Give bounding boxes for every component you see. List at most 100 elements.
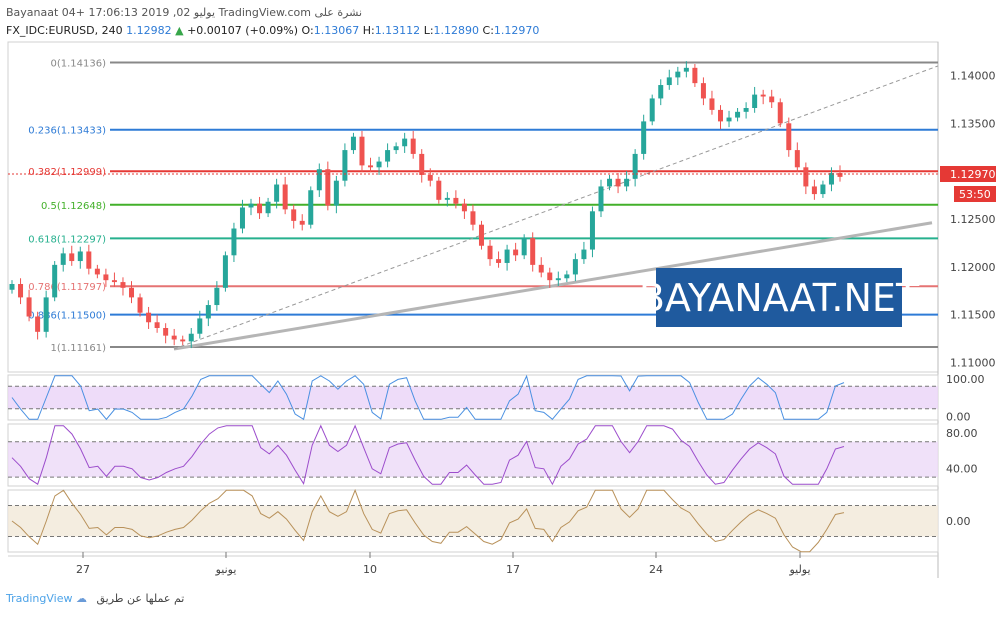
candle-body xyxy=(163,328,169,336)
candle-body xyxy=(171,335,177,340)
candle-body xyxy=(9,284,15,290)
candle-body xyxy=(43,297,49,332)
candle-body xyxy=(461,203,467,212)
candle-body xyxy=(504,249,510,263)
candle-body xyxy=(239,207,245,229)
candle-body xyxy=(188,333,194,342)
price-tick-label: 1.12500 xyxy=(950,213,996,226)
fib-level-label: 0.5(1.12648) xyxy=(41,201,106,212)
low-value: 1.12890 xyxy=(433,24,480,37)
candle-body xyxy=(257,203,263,214)
candle-body xyxy=(555,278,561,281)
candle-body xyxy=(18,284,24,298)
countdown-tag xyxy=(954,186,996,202)
candle-body xyxy=(760,94,766,97)
candle-body xyxy=(393,146,399,151)
ohlc-bar: FX_IDC:EURUSD, 240 1.12982 ▲ +0.00107 (+… xyxy=(6,24,539,37)
candle-body xyxy=(521,238,527,256)
symbol-label: FX_IDC:EURUSD, 240 xyxy=(6,24,123,37)
candle-body xyxy=(538,264,544,273)
stoch-series-line xyxy=(11,374,845,421)
candle-body xyxy=(675,71,681,78)
candle-body xyxy=(752,94,758,108)
up-arrow-icon: ▲ xyxy=(175,24,184,37)
candle-body xyxy=(129,287,135,298)
candle-body xyxy=(146,312,152,323)
price-tick-label: 1.11000 xyxy=(950,356,996,369)
candle-body xyxy=(496,259,502,263)
candle-body xyxy=(692,67,698,84)
candle-body xyxy=(700,83,706,99)
candle-body xyxy=(103,274,109,281)
candle-body xyxy=(197,318,203,334)
close-value: 1.12970 xyxy=(493,24,540,37)
candles xyxy=(9,61,843,349)
stoch-band-fill xyxy=(8,386,938,409)
candle-body xyxy=(299,220,305,225)
channel-line xyxy=(173,65,939,350)
rsi-series-line xyxy=(11,424,845,486)
candle-body xyxy=(359,136,365,166)
high-value: 1.13112 xyxy=(374,24,421,37)
candle-body xyxy=(649,98,655,122)
candle-body xyxy=(564,274,570,279)
candle-body xyxy=(342,150,348,181)
candle-body xyxy=(666,77,672,86)
candle-body xyxy=(308,190,314,225)
stoch-tick-label: 100.00 xyxy=(946,373,985,386)
candle-body xyxy=(658,85,664,99)
candle-body xyxy=(350,136,356,151)
watermark-logo: BAYANAAT.NET xyxy=(639,268,920,327)
candle-body xyxy=(419,153,425,175)
candle-body xyxy=(154,322,160,328)
candle-body xyxy=(265,201,271,214)
fib-level-label: 0.618(1.12297) xyxy=(28,234,106,245)
cci-series-line xyxy=(11,488,845,553)
stoch-tick-label: 0.00 xyxy=(946,410,971,423)
candle-body xyxy=(641,121,647,154)
fib-level-label: 0.786(1.11797) xyxy=(28,282,106,293)
candle-body xyxy=(26,297,32,317)
candle-body xyxy=(427,174,433,181)
rsi-band-fill xyxy=(8,441,938,478)
candle-body xyxy=(402,138,408,147)
candle-body xyxy=(598,186,604,212)
candle-body xyxy=(205,305,211,319)
candle-body xyxy=(624,178,630,187)
candle-body xyxy=(60,253,66,265)
price-tick-label: 1.11500 xyxy=(950,309,996,322)
candle-body xyxy=(86,251,92,269)
price-tick-label: 1.14000 xyxy=(950,69,996,82)
time-tick-label: 24 xyxy=(649,563,663,576)
candle-body xyxy=(735,111,741,118)
candle-body xyxy=(794,150,800,168)
fib-level-label: 0(1.14136) xyxy=(50,58,106,69)
rsi-tick-label: 80.00 xyxy=(946,427,978,440)
candle-body xyxy=(581,249,587,260)
low-label: L: xyxy=(423,24,434,37)
candle-body xyxy=(94,268,100,275)
time-tick-label: 27 xyxy=(76,563,90,576)
candle-body xyxy=(470,211,476,225)
footer: TradingView ☁ تم عملها عن طريق xyxy=(6,592,184,605)
candle-body xyxy=(316,169,322,191)
candle-body xyxy=(274,184,280,202)
candle-body xyxy=(111,280,117,283)
candle-body xyxy=(444,197,450,200)
candle-body xyxy=(325,169,331,206)
candle-body xyxy=(453,197,459,204)
candle-body xyxy=(77,251,83,262)
candle-body xyxy=(333,180,339,206)
candle-body xyxy=(69,253,75,262)
candle-body xyxy=(615,178,621,187)
high-label: H: xyxy=(362,24,375,37)
candle-body xyxy=(769,96,775,103)
cci-tick-label: 0.00 xyxy=(946,515,971,528)
tradingview-brand[interactable]: TradingView xyxy=(6,592,73,605)
candle-body xyxy=(376,161,382,168)
candle-body xyxy=(282,184,288,210)
candle-body xyxy=(820,184,826,195)
candle-body xyxy=(572,259,578,275)
candle-body xyxy=(248,203,254,208)
